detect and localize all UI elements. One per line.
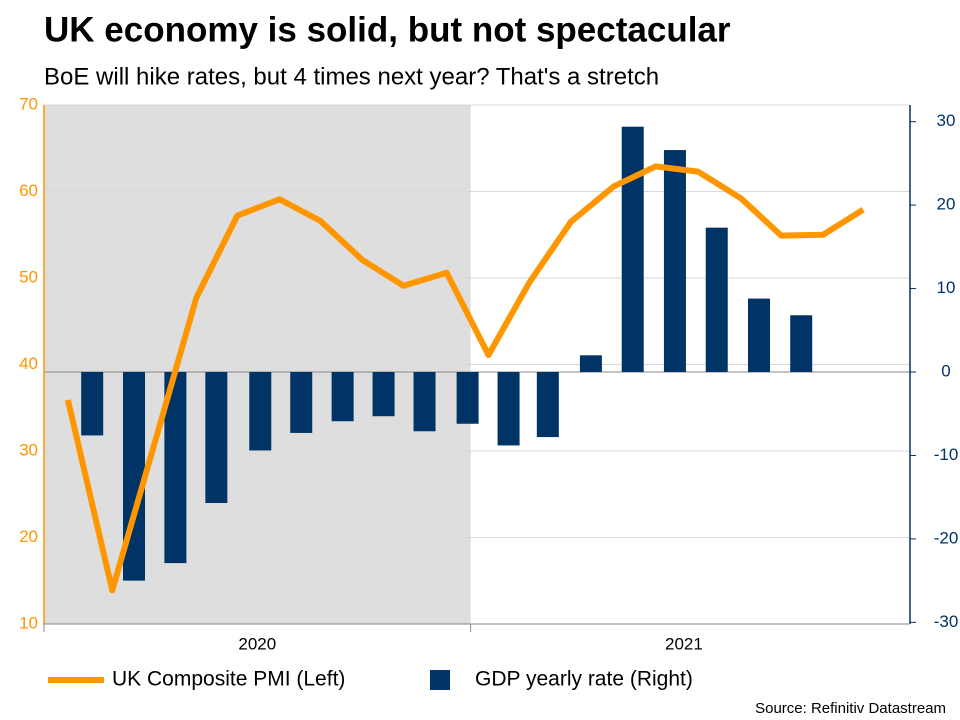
y-tick-label: 70 bbox=[19, 94, 38, 113]
bar bbox=[249, 372, 272, 451]
bar bbox=[456, 372, 479, 424]
y2-tick-label: -30 bbox=[934, 612, 959, 631]
y2-tick-label: 10 bbox=[937, 278, 956, 297]
y-tick-label: 60 bbox=[19, 181, 38, 200]
bar bbox=[621, 126, 644, 373]
y-tick-label: 20 bbox=[19, 527, 38, 546]
bar bbox=[164, 372, 187, 564]
legend-swatch bbox=[430, 670, 450, 690]
y2-tick-label: 0 bbox=[941, 361, 950, 380]
bar bbox=[81, 372, 104, 436]
bar bbox=[663, 150, 686, 373]
legend-label: UK Composite PMI (Left) bbox=[112, 668, 345, 691]
bar bbox=[413, 372, 436, 432]
bar bbox=[747, 298, 770, 373]
bar bbox=[372, 372, 395, 417]
y-tick-label: 50 bbox=[19, 267, 38, 286]
y-tick-label: 30 bbox=[19, 440, 38, 459]
bar bbox=[205, 372, 228, 504]
bar bbox=[705, 227, 728, 373]
legend-label: GDP yearly rate (Right) bbox=[475, 668, 693, 691]
x-tick-label: 2021 bbox=[665, 634, 703, 653]
bar bbox=[497, 372, 520, 446]
y2-tick-label: -10 bbox=[934, 445, 959, 464]
y2-tick-label: 30 bbox=[937, 111, 956, 130]
y-tick-label: 10 bbox=[19, 613, 38, 632]
source: Source: Refinitiv Datastream bbox=[755, 700, 946, 717]
chart-title: UK economy is solid, but not spectacular bbox=[44, 10, 731, 49]
bar bbox=[579, 355, 602, 373]
y2-tick-label: 20 bbox=[937, 195, 956, 214]
x-tick-label: 2020 bbox=[238, 634, 276, 653]
bar bbox=[290, 372, 313, 433]
chart-subtitle: BoE will hike rates, but 4 times next ye… bbox=[44, 63, 659, 90]
bar bbox=[536, 372, 559, 438]
y2-tick-label: -20 bbox=[934, 528, 959, 547]
pmi-line bbox=[64, 163, 865, 594]
bar bbox=[790, 315, 813, 373]
y-tick-label: 40 bbox=[19, 354, 38, 373]
bar bbox=[331, 372, 354, 422]
